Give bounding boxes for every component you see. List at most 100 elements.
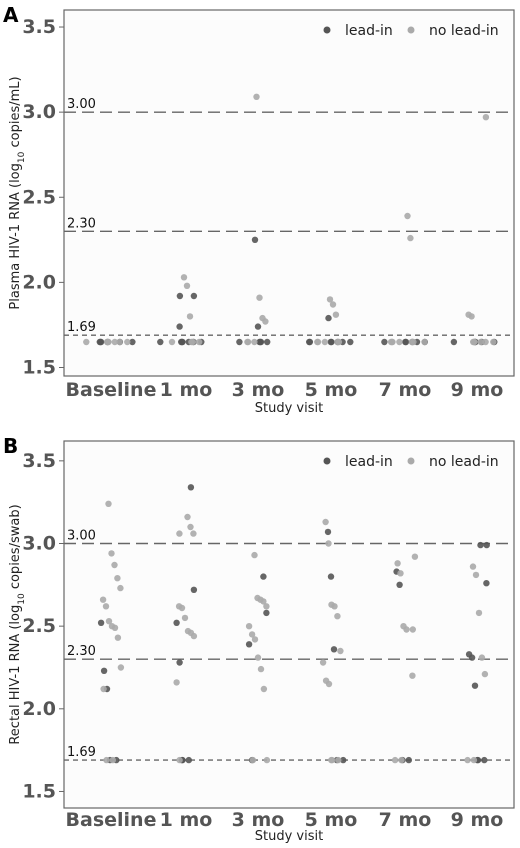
data-point: [114, 634, 122, 641]
data-point: [253, 93, 260, 101]
y-tick-label: 3.5: [22, 16, 56, 38]
data-point: [129, 338, 136, 346]
data-point: [111, 561, 118, 569]
panel-letter: A: [3, 3, 19, 27]
y-tick-label: 1.5: [22, 780, 56, 802]
y-tick-label: 2.5: [22, 186, 56, 208]
data-point: [105, 500, 112, 507]
data-point: [173, 619, 180, 626]
data-point: [114, 575, 121, 582]
data-point: [409, 626, 416, 633]
data-point: [325, 314, 332, 322]
legend-label: no lead-in: [429, 23, 499, 39]
data-point: [332, 311, 340, 318]
reference-line-label: 3.00: [67, 528, 96, 543]
data-point: [450, 338, 458, 346]
data-point: [260, 685, 268, 693]
data-point: [326, 296, 334, 303]
y-tick-label: 2.0: [22, 271, 56, 293]
data-point: [464, 756, 471, 764]
legend-marker: [323, 457, 331, 465]
reference-line-label: 1.69: [67, 320, 96, 335]
data-point: [327, 338, 334, 346]
x-tick-label: 7 mo: [379, 379, 432, 401]
data-point: [97, 619, 105, 626]
data-point: [264, 338, 271, 346]
data-point: [104, 338, 111, 346]
data-point: [411, 553, 419, 560]
data-point: [405, 756, 412, 764]
data-point: [481, 756, 488, 764]
legend-label: lead-in: [345, 23, 393, 39]
legend-label: no lead-in: [429, 454, 499, 470]
data-point: [108, 550, 115, 557]
data-point: [347, 338, 354, 346]
data-point: [196, 338, 203, 346]
data-point: [470, 338, 477, 346]
data-point: [408, 338, 416, 346]
data-point: [99, 596, 107, 603]
data-point: [483, 541, 490, 549]
data-point: [381, 338, 388, 346]
data-point: [475, 609, 483, 617]
data-point: [477, 338, 484, 346]
x-axis-label: Study visit: [255, 829, 323, 844]
data-point: [183, 282, 191, 289]
data-point: [117, 664, 125, 671]
reference-line-label: 2.30: [67, 644, 96, 659]
data-point: [471, 682, 479, 689]
y-axis-label: Plasma HIV-1 RNA (log10 copies/mL): [8, 76, 27, 309]
x-tick-label: 5 mo: [305, 809, 358, 831]
data-point: [262, 318, 269, 325]
data-point: [337, 647, 344, 655]
x-tick-label: 5 mo: [305, 379, 358, 401]
data-point: [124, 338, 131, 346]
data-point: [403, 626, 410, 633]
x-tick-label: 3 mo: [232, 379, 285, 401]
x-axis-label: Study visit: [255, 401, 323, 416]
legend: lead-in no lead-in: [323, 454, 499, 470]
data-point: [176, 756, 183, 764]
data-point: [184, 513, 191, 521]
data-point: [340, 756, 347, 764]
data-point: [254, 654, 262, 661]
data-point: [248, 631, 256, 638]
panel-letter: B: [3, 434, 18, 458]
data-point: [330, 646, 338, 653]
data-point: [249, 756, 257, 764]
data-point: [335, 756, 342, 764]
data-point: [178, 338, 185, 346]
data-point: [314, 338, 321, 346]
data-point: [404, 212, 411, 220]
y-tick-label: 3.0: [22, 101, 56, 123]
data-point: [482, 338, 489, 346]
y-tick-label: 2.5: [22, 615, 56, 637]
y-axis-label: Rectal HIV-1 RNA (log10 copies/swab): [8, 504, 27, 744]
panel-b: B 1.5 2.0 2.5 3.0 3.5 Baseline 1 mo 3 mo 5 mo 7 mo…: [3, 434, 515, 844]
data-point: [256, 338, 263, 346]
data-point: [470, 756, 478, 764]
data-point: [469, 563, 477, 570]
data-point: [251, 338, 258, 346]
data-point: [468, 654, 476, 661]
legend-marker: [323, 26, 331, 34]
data-point: [96, 338, 104, 346]
data-point: [260, 573, 267, 580]
data-point: [334, 338, 341, 346]
data-point: [472, 571, 480, 579]
data-point: [245, 641, 253, 648]
x-tick-label: Baseline: [66, 809, 157, 831]
data-point: [190, 632, 198, 640]
data-point: [324, 528, 332, 536]
legend-marker: [407, 26, 415, 34]
data-point: [263, 756, 271, 764]
data-point: [105, 618, 113, 625]
y-tick-label: 3.0: [22, 532, 56, 554]
legend-label: lead-in: [345, 454, 393, 470]
x-tick-label: 9 mo: [451, 379, 504, 401]
data-point: [397, 570, 404, 577]
data-point: [398, 756, 405, 764]
data-point: [100, 685, 107, 693]
plot-frame: [63, 9, 515, 377]
